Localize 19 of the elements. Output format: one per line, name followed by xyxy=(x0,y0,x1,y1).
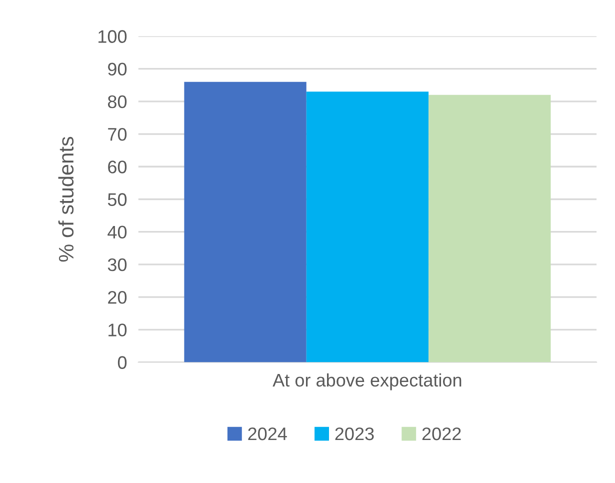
y-axis-title: % of students xyxy=(58,136,74,262)
y-tick-label: 70 xyxy=(108,128,127,141)
x-tick-label: At or above expectation xyxy=(272,373,462,390)
y-tick-label: 30 xyxy=(108,258,127,272)
bar xyxy=(184,82,306,362)
y-tick-label: 0 xyxy=(118,356,127,369)
y-tick-label: 80 xyxy=(108,95,127,108)
y-tick-label: 100 xyxy=(98,30,127,43)
y-tick-label: 40 xyxy=(108,226,127,239)
y-tick-label: 90 xyxy=(108,62,127,76)
y-tick-label: 50 xyxy=(108,193,127,206)
y-tick-label: 60 xyxy=(108,160,127,174)
legend-label: 2022 xyxy=(422,427,461,440)
bar xyxy=(306,92,429,362)
legend-label: 2023 xyxy=(335,427,374,440)
y-tick-label: 10 xyxy=(108,324,127,336)
y-tick-label: 20 xyxy=(108,290,127,304)
bar xyxy=(428,94,551,362)
legend-label: 2024 xyxy=(248,427,287,440)
